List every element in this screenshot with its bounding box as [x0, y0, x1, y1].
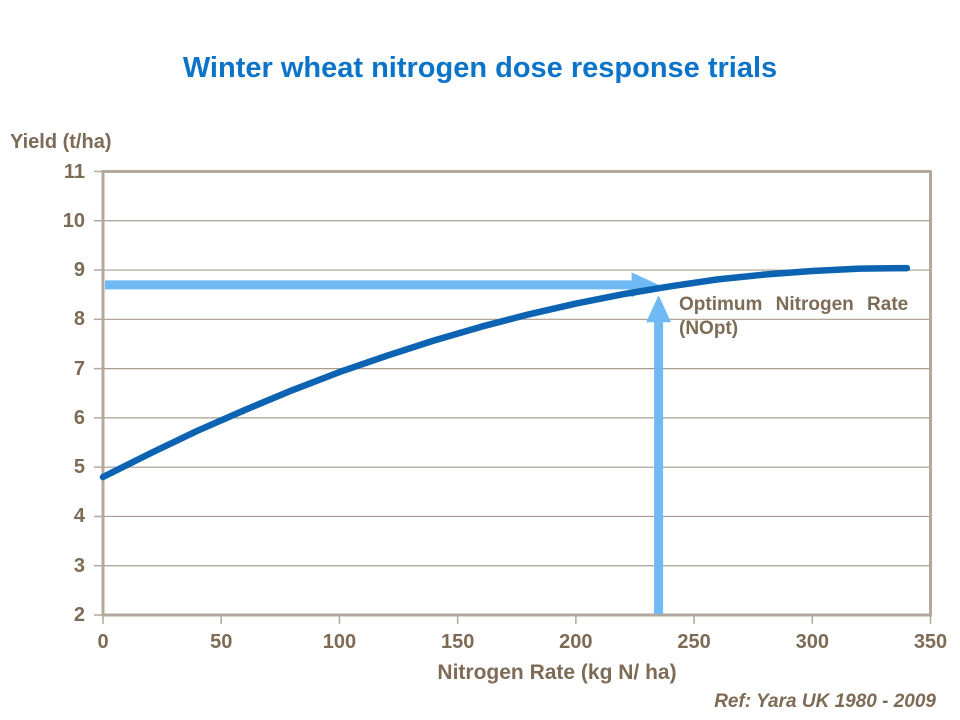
y-tick-label: 9 [73, 259, 85, 282]
response-curve [99, 264, 911, 481]
optimum-annotation: Optimum Nitrogen Rate (NOpt) [679, 293, 931, 341]
annotation-line2: (NOpt) [679, 318, 739, 339]
optimum-rate-arrow-head [646, 295, 672, 323]
annotation-line1: Optimum Nitrogen Rate [679, 294, 909, 315]
x-tick-label: 250 [677, 631, 711, 653]
y-tick-label: 10 [62, 209, 85, 232]
y-tick-label: 6 [73, 406, 85, 429]
x-tick-label: 300 [795, 631, 829, 653]
reference-note: Ref: Yara UK 1980 - 2009 [714, 691, 936, 712]
y-tick-label: 7 [73, 357, 85, 380]
x-axis-title: Nitrogen Rate (kg N/ ha) [437, 661, 677, 684]
y-tick-label: 3 [73, 554, 85, 577]
y-tick-label: 2 [73, 604, 85, 626]
y-tick-label: 5 [73, 456, 85, 479]
y-tick-label: 8 [73, 308, 85, 331]
y-tick-label: 4 [73, 505, 85, 528]
x-tick-label: 100 [322, 631, 357, 653]
x-tick-label: 350 [913, 631, 948, 653]
x-tick-label: 50 [210, 631, 233, 653]
x-tick-label: 200 [559, 631, 593, 653]
x-tick-label: 150 [440, 631, 475, 653]
y-tick-label: 11 [63, 160, 85, 183]
plot-frame [101, 170, 932, 617]
chart-title: Winter wheat nitrogen dose response tria… [182, 52, 778, 84]
y-axis-title: Yield (t/ha) [10, 131, 112, 153]
x-tick-label: 0 [97, 631, 109, 653]
